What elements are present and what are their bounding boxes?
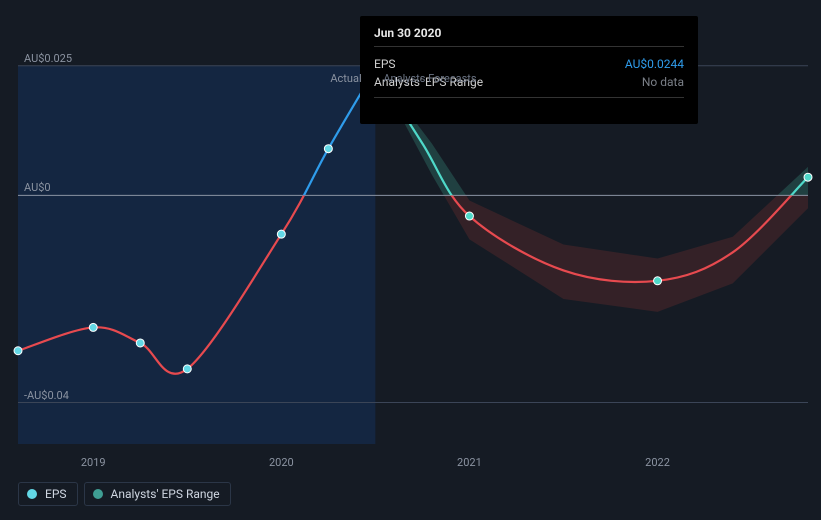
x-axis-label: 2021 bbox=[457, 456, 482, 469]
y-axis-label: AU$0 bbox=[24, 181, 51, 194]
x-axis-label: 2020 bbox=[269, 456, 294, 469]
chart-legend: EPS Analysts' EPS Range bbox=[18, 482, 231, 506]
legend-label: EPS bbox=[45, 487, 67, 501]
chart-tooltip: Jun 30 2020 EPS AU$0.0244 Analysts' EPS … bbox=[360, 16, 698, 124]
x-axis-label: 2022 bbox=[645, 456, 670, 469]
x-axis-label: 2019 bbox=[81, 456, 106, 469]
y-axis-label: AU$0.025 bbox=[24, 52, 72, 65]
legend-dot-icon bbox=[27, 489, 37, 499]
tooltip-date: Jun 30 2020 bbox=[374, 26, 684, 40]
legend-label: Analysts' EPS Range bbox=[111, 487, 220, 501]
legend-item-range[interactable]: Analysts' EPS Range bbox=[84, 482, 231, 506]
forecasts-label: Analysts Forecasts bbox=[383, 72, 476, 85]
tooltip-eps-label: EPS bbox=[374, 55, 396, 73]
tooltip-range-value: No data bbox=[642, 73, 684, 91]
legend-item-eps[interactable]: EPS bbox=[18, 482, 78, 506]
tooltip-eps-value: AU$0.0244 bbox=[625, 55, 684, 73]
y-axis-label: -AU$0.04 bbox=[24, 389, 69, 402]
actual-label: Actual bbox=[330, 72, 361, 85]
legend-dot-icon bbox=[93, 489, 103, 499]
